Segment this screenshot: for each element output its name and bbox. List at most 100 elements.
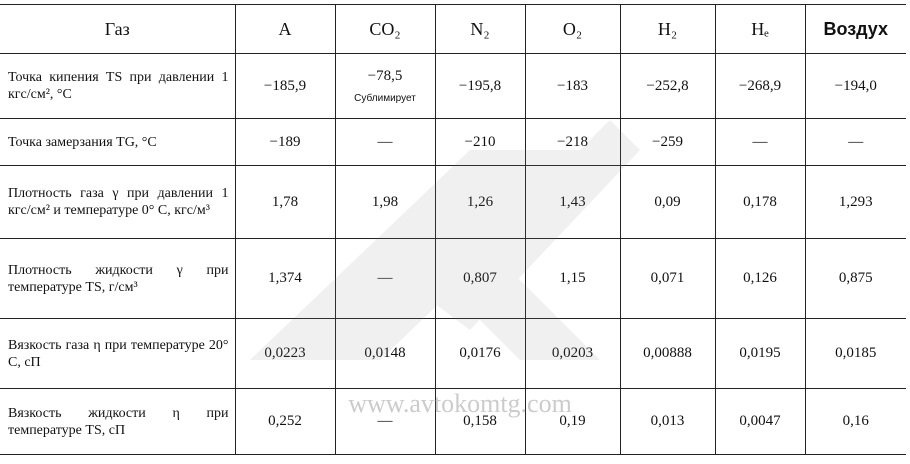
value-cell: 1,43 — [524, 165, 621, 239]
value: 0,875 — [838, 270, 873, 286]
value: 0,178 — [743, 193, 777, 210]
value: 0,807 — [463, 270, 497, 286]
value: — — [377, 133, 393, 150]
value-cell: 0,126 — [714, 238, 806, 319]
value: −189 — [269, 133, 301, 150]
value: 1,98 — [371, 193, 399, 210]
value: 0,126 — [743, 270, 777, 286]
value: 0,0185 — [835, 345, 877, 361]
value: 0,013 — [650, 413, 685, 429]
value-cell: −218 — [524, 118, 621, 166]
value: −259 — [652, 133, 683, 150]
value: 1,15 — [559, 270, 586, 286]
value-cell: −210 — [434, 118, 526, 166]
value: 0,158 — [463, 413, 497, 429]
value-cell: 1,98 — [334, 165, 436, 239]
value: 0,00888 — [643, 345, 692, 361]
value: −194,0 — [834, 77, 877, 94]
row-label: Точка кипения TS при давлении 1 кгс/см²,… — [0, 53, 236, 119]
value-cell: 0,0047 — [714, 388, 806, 455]
value: — — [377, 413, 393, 429]
value: −210 — [464, 133, 496, 150]
value-cell: 0,0195 — [714, 318, 806, 389]
value-cell: 1,293 — [804, 165, 906, 239]
table-row: Плотность газа γ при давлении 1 кгс/см² … — [0, 165, 906, 239]
value: −252,8 — [646, 77, 689, 94]
value-cell: 0,013 — [619, 388, 716, 455]
value-note: Сублимирует — [354, 93, 416, 104]
value-cell: 0,158 — [434, 388, 526, 455]
value-cell: 0,0148 — [334, 318, 436, 389]
value-cell: — — [714, 118, 806, 166]
value: 0,09 — [654, 193, 681, 210]
table-body: Точка кипения TS при давлении 1 кгс/см²,… — [0, 53, 906, 455]
value-cell: 1,26 — [434, 165, 526, 239]
value-cell: — — [334, 118, 436, 166]
value-cell: — — [804, 118, 906, 166]
value: 0,0176 — [459, 345, 501, 361]
value: 0,0148 — [364, 345, 406, 361]
value-cell: 0,0185 — [804, 318, 906, 389]
value-cell: 0,807 — [434, 238, 526, 319]
value-cell: 0,252 — [234, 388, 336, 455]
table-row: Точка кипения TS при давлении 1 кгс/см²,… — [0, 53, 906, 119]
value-cell: — — [334, 388, 436, 455]
value-cell: −185,9 — [234, 53, 336, 119]
value-cell: −268,9 — [714, 53, 806, 119]
value-cell: −259 — [619, 118, 716, 166]
value: 1,293 — [838, 193, 873, 210]
value-cell: −194,0 — [804, 53, 906, 119]
header-cell: Воздух — [804, 4, 906, 54]
value: 1,78 — [271, 193, 299, 210]
value-cell: 0,0203 — [524, 318, 621, 389]
value-cell: 0,0223 — [234, 318, 336, 389]
value-cell: 0,19 — [524, 388, 621, 455]
value: 0,16 — [842, 413, 869, 429]
value: 0,0203 — [551, 345, 594, 361]
header-cell: N₂ — [434, 4, 526, 54]
value: −218 — [557, 133, 588, 150]
value: 0,071 — [650, 270, 685, 286]
row-label: Плотность жидкости γ при температуре TS,… — [0, 238, 236, 319]
value-cell: 0,16 — [804, 388, 906, 455]
value-cell: 0,09 — [619, 165, 716, 239]
value: 1,43 — [559, 193, 586, 210]
value: −183 — [557, 77, 588, 94]
value-cell: 0,875 — [804, 238, 906, 319]
value: 0,0223 — [264, 345, 306, 361]
value: 0,19 — [559, 413, 586, 429]
value-cell: −189 — [234, 118, 336, 166]
value: 1,26 — [466, 193, 494, 210]
table-row: Плотность жидкости γ при температуре TS,… — [0, 238, 906, 319]
table-row: Вязкость жидкости η при температуре TS, … — [0, 388, 906, 455]
value: 0,252 — [268, 413, 302, 429]
header-cell: CO₂ — [334, 4, 436, 54]
value-cell: 0,178 — [714, 165, 806, 239]
value: 1,374 — [268, 270, 302, 286]
value-cell: 1,78 — [234, 165, 336, 239]
value-cell: 1,15 — [524, 238, 621, 319]
header-row: Газ A CO₂ N₂ O₂ H₂ Hₑ Воздух — [0, 4, 906, 54]
value-cell: 0,071 — [619, 238, 716, 319]
value: 0,0047 — [739, 413, 781, 429]
row-label: Вязкость газа η при температуре 20° С, с… — [0, 318, 236, 389]
value-cell: −195,8 — [434, 53, 526, 119]
value: −78,5 — [367, 68, 403, 84]
table-row: Точка замерзания TG, °C −189 — −210 −218 −259… — [0, 118, 906, 166]
value-cell: 0,00888 — [619, 318, 716, 389]
value-cell: 0,0176 — [434, 318, 526, 389]
row-label: Вязкость жидкости η при температуре TS, … — [0, 388, 236, 455]
value-cell: — — [334, 238, 436, 319]
header-cell: H₂ — [619, 4, 716, 54]
table-row: Вязкость газа η при температуре 20° С, с… — [0, 318, 906, 389]
value: — — [848, 133, 864, 150]
row-label: Точка замерзания TG, °C — [0, 118, 236, 166]
gas-table: Газ A CO₂ N₂ O₂ H₂ Hₑ Воздух Точка кипения TS п… — [0, 4, 906, 455]
row-label: Плотность газа γ при давлении 1 кгс/см² … — [0, 165, 236, 239]
header-cell: O₂ — [524, 4, 621, 54]
value-cell: 1,374 — [234, 238, 336, 319]
value: −185,9 — [263, 77, 307, 94]
value: −268,9 — [738, 77, 782, 94]
value: 0,0195 — [739, 345, 781, 361]
